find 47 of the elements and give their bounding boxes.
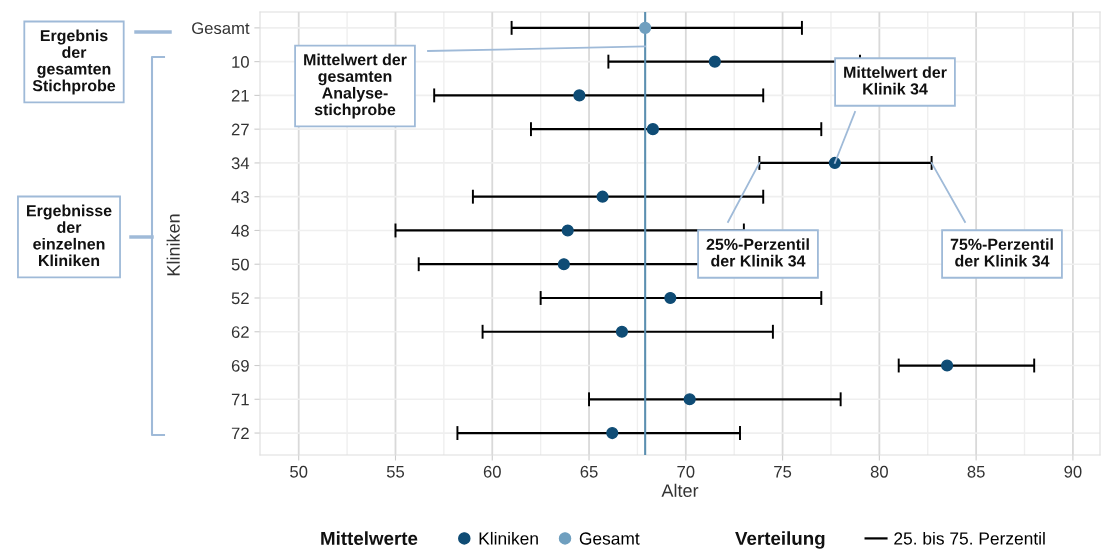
x-tick-label: 50: [290, 465, 308, 478]
text: Verteilung: [735, 531, 825, 549]
y-tick-label: 34: [231, 157, 250, 170]
point: [646, 123, 659, 136]
y-tick-label: 10: [232, 56, 249, 68]
y-axis-title: Kliniken: [166, 214, 180, 276]
y-tick-label: 50: [231, 258, 249, 271]
x-tick-label: 80: [870, 465, 888, 478]
legend-label: Kliniken: [479, 531, 538, 545]
x-tick-label: 85: [967, 465, 985, 478]
x-tick-label: 55: [386, 466, 405, 478]
text: 25. bis 75. Perzentil: [894, 531, 1045, 545]
legend-title: Mittelwerte: [321, 531, 418, 546]
point: [573, 89, 586, 102]
y-tick-label: Gesamt: [192, 22, 250, 35]
x-tick-label: 60: [483, 465, 501, 478]
point: [561, 224, 574, 237]
annotation: Mittelwert der Klinik 34: [844, 66, 947, 95]
y-tick-label: 72: [231, 427, 249, 440]
point: [606, 426, 619, 440]
annotation: 25%-Perzentil der Klinik 34: [706, 238, 809, 267]
x-tick-label: 65: [580, 465, 598, 478]
point: [708, 55, 721, 68]
point: [596, 190, 609, 203]
x-tick-label: 70: [677, 465, 695, 478]
y-tick-label: 21: [231, 89, 249, 102]
x-axis-title: Alter: [661, 483, 699, 497]
point: [664, 291, 677, 305]
y-tick-label: 43: [231, 191, 249, 203]
point: [683, 393, 696, 406]
y-tick-label: 27: [231, 123, 249, 136]
y-tick-label: 71: [231, 393, 249, 406]
y-tick-label: 69: [231, 359, 249, 372]
annotation: 75%-Perzentil der Klinik 34: [950, 238, 1053, 267]
y-tick-label: 62: [231, 326, 249, 338]
y-tick-label: 52: [231, 292, 249, 305]
point: [615, 325, 629, 338]
x-tick-label: 75: [774, 466, 792, 478]
text: Ergebnis der gesamten Stichprobe: [32, 29, 116, 95]
point: [639, 21, 652, 34]
text: Ergebnisse der einzelnen Kliniken: [27, 204, 112, 267]
point: [557, 258, 570, 271]
legend-label: Gesamt: [579, 532, 640, 545]
point: [941, 359, 954, 372]
x-tick-label: 90: [1064, 465, 1082, 478]
annotation: Mittelwert der gesamten Analyse- stichprobe: [304, 53, 407, 119]
y-tick-label: 48: [231, 224, 249, 237]
